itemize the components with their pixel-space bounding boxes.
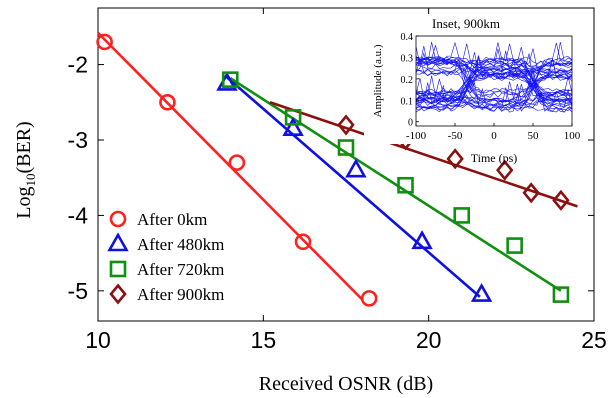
inset-y-axis-label: Amplitude (a.u.) [372, 44, 384, 117]
legend-marker [109, 283, 127, 305]
y-axis-label-tail: (BER) [13, 121, 35, 173]
main-plot-frame [97, 7, 595, 322]
inset-x-tick-label: -50 [448, 130, 463, 142]
inset-y-tick-label: 0.2 [401, 75, 414, 86]
legend-marker [107, 232, 129, 252]
data-point-series-0 [159, 93, 176, 111]
inset-ticks: -100 -50 0 50 100 0 0.1 0.2 0.3 0.4 [401, 32, 581, 142]
data-point-series-3 [337, 114, 355, 136]
inset-trace [416, 47, 572, 103]
main-ticks: 10 15 20 25 -5 -4 -3 -2 [68, 8, 607, 353]
inset-trace [416, 60, 572, 95]
y-axis-label-sub: 10 [23, 174, 38, 187]
inset-y-tick-label: 0.4 [401, 32, 414, 43]
legend: After 0km After 480km After 720km After 900… [107, 210, 224, 305]
legend-marker [109, 260, 127, 278]
x-tick-label: 10 [85, 327, 111, 353]
x-tick-label: 20 [416, 327, 442, 353]
inset-traces [416, 41, 572, 113]
inset-trace [416, 58, 572, 110]
inset-title: Inset, 900km [432, 16, 500, 31]
inset-x-tick-label: 0 [491, 130, 497, 142]
data-point-series-2 [284, 109, 302, 126]
data-point-series-3 [522, 182, 540, 204]
inset-x-tick-label: 100 [564, 130, 581, 142]
y-tick-label: -4 [68, 202, 89, 228]
data-point-series-2 [552, 286, 570, 303]
legend-label: After 900km [137, 285, 224, 304]
x-tick-label: 25 [581, 327, 607, 353]
inset-eye-diagram: Inset, 900km -100 -50 0 50 10000.10.20.30.4 … [364, 16, 581, 165]
inset-trace [416, 74, 572, 96]
main-data-points [96, 33, 570, 307]
legend-marker [109, 210, 127, 228]
inset-x-tick-label: -100 [406, 130, 427, 142]
inset-trace [416, 56, 572, 72]
data-point-series-1 [345, 158, 367, 178]
y-tick-label: -3 [68, 127, 88, 153]
data-point-series-1 [470, 282, 493, 302]
y-tick-label: -2 [68, 52, 88, 78]
legend-label: After 0km [137, 210, 207, 229]
inset-x-axis-label: Time (ps) [471, 151, 518, 165]
data-point-series-0 [228, 154, 246, 171]
inset-trace [416, 62, 572, 113]
y-axis-label-main: Log [13, 187, 35, 219]
x-tick-label: 15 [251, 327, 277, 353]
inset-y-tick-label: 0 [408, 118, 413, 129]
data-point-series-2 [337, 139, 355, 156]
data-point-series-3 [552, 189, 570, 211]
inset-trace [416, 43, 572, 105]
inset-trace [416, 42, 572, 112]
inset-x-tick-label: 50 [528, 130, 540, 142]
data-point-series-3 [496, 159, 514, 181]
data-point-series-2 [453, 207, 471, 224]
data-point-series-2 [221, 71, 239, 88]
data-point-series-1 [411, 230, 433, 250]
x-axis-label: Received OSNR (dB) [259, 373, 433, 395]
data-point-series-1 [282, 117, 304, 136]
data-point-series-3 [446, 148, 464, 170]
inset-y-tick-label: 0.3 [401, 53, 414, 64]
data-point-series-0 [360, 290, 378, 307]
y-tick-label: -5 [68, 278, 88, 304]
inset-y-tick-label: 0.1 [401, 96, 414, 107]
inset-trace [416, 58, 572, 109]
y-axis-label: Log10(BER) [13, 121, 38, 218]
inset-trace [416, 75, 572, 104]
data-point-series-2 [506, 237, 523, 254]
data-point-series-0 [294, 233, 312, 251]
data-point-series-2 [397, 176, 414, 194]
data-point-series-0 [96, 33, 113, 51]
legend-label: After 480km [137, 235, 224, 254]
inset-trace-group [416, 41, 572, 113]
fit-line-series-1 [224, 74, 481, 298]
inset-trace [416, 74, 572, 106]
legend-label: After 720km [137, 260, 224, 279]
